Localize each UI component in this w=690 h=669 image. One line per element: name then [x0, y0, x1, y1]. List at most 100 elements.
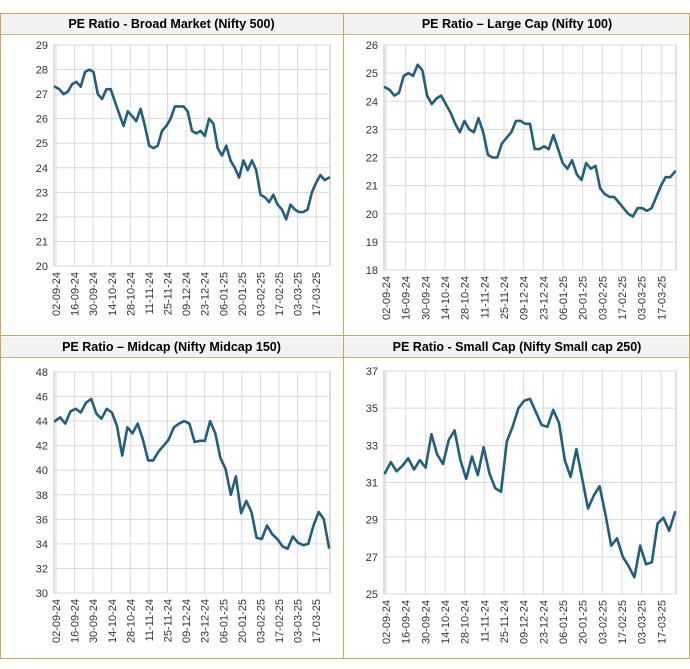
- x-tick-label: 06-01-25: [218, 599, 230, 643]
- x-tick-label: 17-02-25: [274, 599, 286, 643]
- x-tick-label: 28-10-24: [125, 272, 137, 316]
- bottom-border: [0, 658, 690, 659]
- y-tick-label: 38: [36, 490, 48, 502]
- plot-area: [53, 371, 331, 594]
- x-tick-label: 11-11-24: [144, 599, 156, 641]
- x-tick-label: 25-11-24: [163, 272, 175, 315]
- chart-svg-small-cap: 25 27 29 31 33 35 37 02-09-24 16-09-24 30-09-24 14…: [366, 366, 677, 644]
- series-line: [383, 397, 677, 579]
- x-tick-label: 17-02-25: [617, 276, 629, 320]
- series-line: [53, 397, 331, 551]
- plot-area: [53, 44, 331, 267]
- x-tick-label: 03-03-25: [637, 276, 649, 320]
- x-tick-label: 20-01-25: [237, 272, 249, 316]
- x-tick-label: 02-09-24: [51, 599, 63, 643]
- x-tick-label: 14-10-24: [107, 272, 119, 316]
- panel-broad-market: PE Ratio - Broad Market (Nifty 500) 20 21…: [0, 14, 343, 334]
- y-tick-label: 36: [36, 514, 48, 526]
- y-tick-label: 27: [366, 552, 378, 564]
- y-tick-label: 25: [366, 589, 378, 601]
- x-tick-label: 20-01-25: [578, 600, 590, 644]
- x-tick-label: 17-03-25: [311, 272, 323, 316]
- y-tick-label: 48: [36, 367, 48, 379]
- x-tick-label: 17-03-25: [656, 276, 668, 320]
- chart-title: PE Ratio – Midcap (Nifty Midcap 150): [0, 337, 343, 358]
- x-tick-label: 16-09-24: [70, 599, 82, 643]
- y-tick-label: 30: [36, 588, 48, 600]
- x-tick-label: 20-01-25: [237, 599, 249, 643]
- x-tick-label: 03-03-25: [293, 599, 305, 643]
- x-tick-label: 17-02-25: [617, 600, 629, 644]
- x-tick-label: 03-03-25: [293, 272, 305, 316]
- y-tick-label: 27: [36, 89, 48, 101]
- chart-svg-midcap: 30 32 34 36 38 40 42 44 46 48 02-09-24 16-09-24 30-0…: [36, 367, 331, 643]
- y-tick-label: 26: [366, 40, 378, 52]
- x-tick-label: 03-03-25: [637, 600, 649, 644]
- x-tick-label: 28-10-24: [460, 600, 472, 644]
- x-tick-label: 09-12-24: [519, 276, 531, 320]
- x-tick-label: 30-09-24: [88, 272, 100, 316]
- panel-midcap: PE Ratio – Midcap (Nifty Midcap 150) 30 3…: [0, 337, 343, 657]
- chart-title: PE Ratio - Broad Market (Nifty 500): [0, 14, 343, 35]
- x-tick-label: 16-09-24: [401, 276, 413, 320]
- x-tick-label: 23-12-24: [200, 599, 212, 643]
- series-line: [53, 68, 331, 221]
- x-tick-label: 03-02-25: [597, 600, 609, 644]
- chart-svg-large-cap: 18 19 20 21 22 23 24 25 26 02-09-24 16-09-24 30-09-…: [366, 40, 677, 320]
- y-tick-label: 23: [366, 124, 378, 136]
- y-tick-label: 46: [36, 392, 48, 404]
- y-tick-label: 21: [366, 181, 378, 193]
- x-tick-label: 06-01-25: [558, 600, 570, 644]
- x-tick-label: 23-12-24: [538, 600, 550, 644]
- x-tick-label: 14-10-24: [107, 599, 119, 643]
- x-tick-label: 20-01-25: [578, 276, 590, 320]
- x-tick-label: 17-02-25: [274, 272, 286, 316]
- x-tick-label: 02-09-24: [51, 272, 63, 316]
- x-tick-label: 03-02-25: [255, 272, 267, 316]
- x-tick-label: 17-03-25: [311, 599, 323, 643]
- y-tick-label: 37: [366, 366, 378, 378]
- x-tick-label: 03-02-25: [255, 599, 267, 643]
- y-tick-label: 40: [36, 465, 48, 477]
- x-tick-label: 16-09-24: [401, 600, 413, 644]
- x-tick-label: 16-09-24: [70, 272, 82, 316]
- x-tick-label: 11-11-24: [144, 272, 156, 314]
- y-tick-label: 34: [36, 539, 48, 551]
- y-tick-label: 29: [36, 40, 48, 52]
- x-tick-label: 02-09-24: [381, 600, 393, 644]
- y-tick-label: 19: [366, 237, 378, 249]
- y-tick-label: 31: [366, 478, 378, 490]
- y-tick-label: 25: [366, 68, 378, 80]
- y-tick-label: 26: [36, 114, 48, 126]
- y-tick-label: 18: [366, 265, 378, 277]
- y-tick-label: 35: [366, 403, 378, 415]
- x-tick-label: 25-11-24: [163, 599, 175, 642]
- panel-small-cap: PE Ratio - Small Cap (Nifty Small cap 25…: [344, 337, 690, 657]
- chart-svg-broad-market: 20 21 22 23 24 25 26 27 28 29 02-09-24 16-09-24 30-0…: [36, 40, 331, 316]
- left-border: [0, 13, 1, 659]
- y-tick-label: 21: [36, 236, 48, 248]
- panel-large-cap: PE Ratio – Large Cap (Nifty 100) 18 19 20 2…: [344, 14, 690, 334]
- x-tick-label: 11-11-24: [479, 276, 491, 318]
- x-tick-label: 09-12-24: [181, 272, 193, 316]
- x-tick-label: 09-12-24: [181, 599, 193, 643]
- x-tick-label: 28-10-24: [125, 599, 137, 643]
- y-tick-label: 42: [36, 441, 48, 453]
- x-tick-label: 11-11-24: [479, 600, 491, 642]
- x-tick-label: 23-12-24: [538, 276, 550, 320]
- x-tick-label: 09-12-24: [519, 600, 531, 644]
- center-divider: [343, 13, 344, 659]
- x-tick-label: 17-03-25: [656, 600, 668, 644]
- y-tick-label: 22: [366, 153, 378, 165]
- y-tick-label: 28: [36, 65, 48, 77]
- y-tick-label: 22: [36, 212, 48, 224]
- y-tick-label: 24: [36, 163, 48, 175]
- y-tick-label: 24: [366, 96, 378, 108]
- y-tick-label: 20: [366, 209, 378, 221]
- x-tick-label: 23-12-24: [200, 272, 212, 316]
- y-tick-label: 29: [366, 515, 378, 527]
- series-line: [383, 63, 677, 218]
- x-tick-label: 14-10-24: [440, 276, 452, 320]
- y-tick-label: 20: [36, 261, 48, 273]
